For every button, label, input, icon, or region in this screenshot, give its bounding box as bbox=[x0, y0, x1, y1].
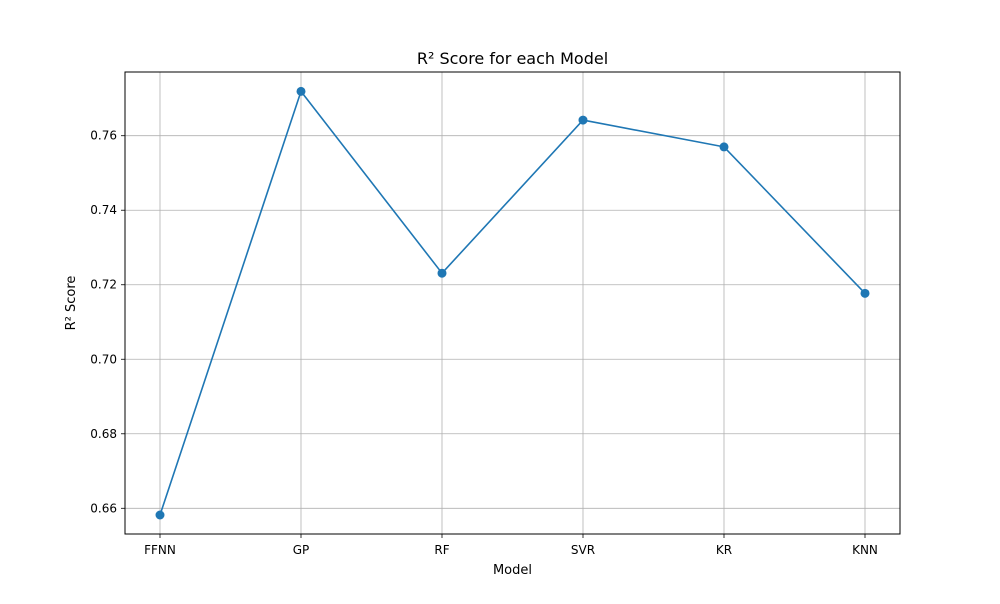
data-point bbox=[719, 142, 729, 152]
grid-layer bbox=[125, 72, 900, 534]
y-tick-label: 0.66 bbox=[90, 501, 117, 515]
series-layer bbox=[155, 86, 870, 520]
series-line bbox=[159, 90, 866, 516]
data-point bbox=[437, 268, 447, 278]
x-tick-label: KR bbox=[716, 543, 732, 557]
x-tick-label: SVR bbox=[571, 543, 595, 557]
data-point bbox=[578, 115, 588, 125]
data-point bbox=[155, 510, 165, 520]
x-tick-label: GP bbox=[293, 543, 310, 557]
y-tick-label: 0.68 bbox=[90, 427, 117, 441]
y-tick-label: 0.70 bbox=[90, 352, 117, 366]
y-tick-label: 0.74 bbox=[90, 203, 117, 217]
x-tick-label: FFNN bbox=[144, 543, 176, 557]
x-tick-label: KNN bbox=[852, 543, 878, 557]
plot-frame bbox=[124, 71, 901, 535]
y-tick-label: 0.72 bbox=[90, 278, 117, 292]
x-axis-label: Model bbox=[493, 563, 532, 578]
chart-title: R² Score for each Model bbox=[417, 49, 608, 68]
x-tick-label: RF bbox=[434, 543, 449, 557]
y-tick-label: 0.76 bbox=[90, 129, 117, 143]
tick-layer: FFNN GP RF SVR KR KNN 0.66 0.68 0.70 0.72 0.74 0.76 bbox=[90, 129, 878, 557]
data-point bbox=[296, 86, 306, 96]
data-point bbox=[860, 288, 870, 298]
y-axis-label: R² Score bbox=[64, 276, 79, 331]
